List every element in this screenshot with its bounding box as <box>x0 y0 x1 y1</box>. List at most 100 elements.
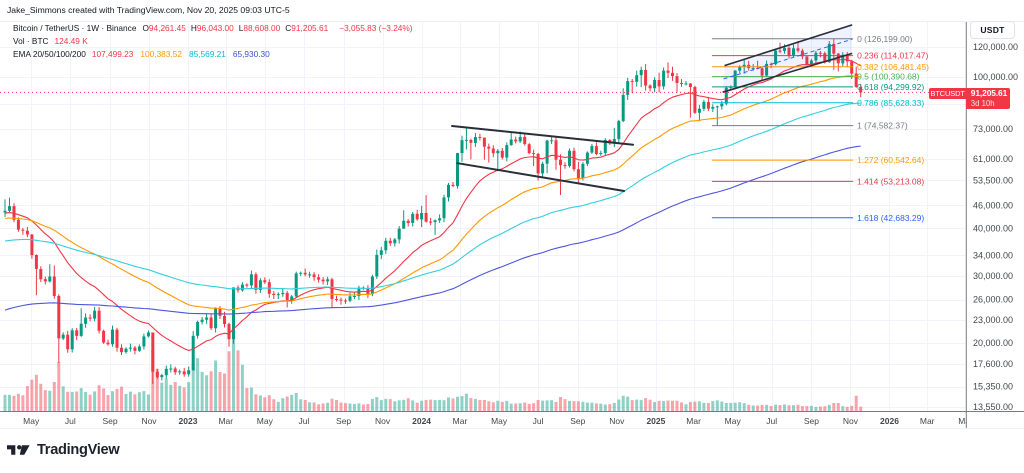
candle <box>715 105 719 126</box>
candle <box>639 66 643 88</box>
price-tick-label: 20,000.00 <box>973 338 1013 348</box>
candle <box>93 306 97 322</box>
price-axis[interactable]: 120,000.00 100,000.00 73,000.00 61,000.00 53… <box>973 42 1018 412</box>
candle-body <box>626 81 630 95</box>
volume-bar <box>568 400 571 411</box>
volume-bar <box>115 388 119 411</box>
volume-bar <box>451 398 455 411</box>
candle-body <box>442 197 446 219</box>
candle-body <box>532 153 536 154</box>
price-scale-currency-button[interactable]: USDT <box>970 21 1015 39</box>
candle <box>447 182 450 202</box>
candle <box>505 142 509 162</box>
volume-bar <box>675 400 679 411</box>
volume-bar <box>778 405 782 411</box>
tradingview-logo[interactable]: TradingView <box>7 442 120 458</box>
volume-bar <box>541 400 545 411</box>
volume-bar <box>52 381 56 411</box>
candle-body <box>182 371 186 375</box>
candle <box>128 343 132 352</box>
candle <box>169 364 173 373</box>
candle <box>379 246 383 260</box>
candle-body <box>25 230 29 235</box>
candle-body <box>397 228 401 240</box>
candle-body <box>240 284 244 291</box>
time-axis[interactable]: May Jul Sep Nov 2023 Mar May Jul Sep Nov 2024 Mar Ma… <box>23 416 975 426</box>
candle-body <box>496 150 500 154</box>
legend-ohlc-value: 94,261.45 <box>148 23 186 33</box>
candle-body <box>818 52 822 54</box>
legend-symbol-row[interactable]: Bitcoin / TetherUS · 1W · Binance O94,26… <box>13 22 413 35</box>
candle <box>550 136 554 145</box>
candle-body <box>738 66 742 71</box>
candle-body <box>276 294 280 296</box>
candle <box>626 77 630 100</box>
candle-body <box>160 375 164 378</box>
candle-body <box>348 296 352 301</box>
volume-bar <box>809 405 813 411</box>
candle-body <box>61 334 65 339</box>
candle <box>25 227 29 238</box>
volume-series <box>3 330 863 411</box>
volume-bar <box>227 351 231 411</box>
candle-body <box>124 348 128 353</box>
candle-body <box>675 76 679 83</box>
volume-bar <box>267 395 271 411</box>
grid-lines <box>0 21 967 411</box>
volume-bar <box>361 404 365 411</box>
candle <box>487 143 491 163</box>
candle <box>568 148 571 168</box>
candle <box>79 308 83 337</box>
legend-ema-row[interactable]: EMA 20/50/100/200 107,499.23 100,383.52 85… <box>13 48 413 61</box>
candle-body <box>294 273 298 297</box>
fib-level-label: 0 (126,199.00) <box>857 34 912 44</box>
volume-bar <box>34 374 38 411</box>
candle-body <box>518 136 522 142</box>
candle <box>34 254 38 296</box>
volume-bar <box>120 386 123 411</box>
candle-body <box>859 87 863 93</box>
legend-volume-row[interactable]: Vol · BTC 124.49 K <box>13 35 413 48</box>
price-tick-label: 120,000.00 <box>973 42 1018 52</box>
candle-body <box>836 53 840 64</box>
volume-bar <box>200 371 204 411</box>
candle-body <box>751 68 755 70</box>
parallel-channel-2025[interactable] <box>722 24 853 93</box>
volume-bar <box>469 398 473 411</box>
candle <box>106 339 110 346</box>
candle <box>688 83 692 118</box>
volume-bar <box>424 399 428 411</box>
candle <box>84 313 88 328</box>
candle <box>491 145 495 158</box>
candle-body <box>814 52 818 61</box>
candle-body <box>16 219 20 230</box>
time-tick-label: Nov <box>843 416 859 426</box>
candle <box>581 162 585 181</box>
candle-body <box>559 159 562 166</box>
volume-bar <box>402 399 406 411</box>
candle <box>155 368 159 379</box>
price-tick-label: 26,000.00 <box>973 295 1013 305</box>
candle-body <box>585 152 589 164</box>
channel-2024-upper[interactable] <box>451 125 635 146</box>
candle <box>411 212 415 227</box>
channel-2024-lower[interactable] <box>456 162 626 192</box>
last-price-value: 91,205.61 <box>970 87 1008 98</box>
candle-body <box>102 330 106 343</box>
volume-bar <box>285 396 289 411</box>
ema-100-line <box>4 102 861 290</box>
volume-bar <box>438 399 442 411</box>
candle-body <box>128 347 132 349</box>
candle <box>191 331 195 371</box>
candle <box>388 237 392 246</box>
candle-body <box>792 48 795 56</box>
candle-body <box>680 83 683 84</box>
candle-body <box>536 153 540 174</box>
volume-bar <box>711 401 715 411</box>
volume-bar <box>263 397 267 411</box>
candle <box>214 307 218 333</box>
volume-bar <box>827 404 831 411</box>
volume-bar <box>742 403 746 411</box>
